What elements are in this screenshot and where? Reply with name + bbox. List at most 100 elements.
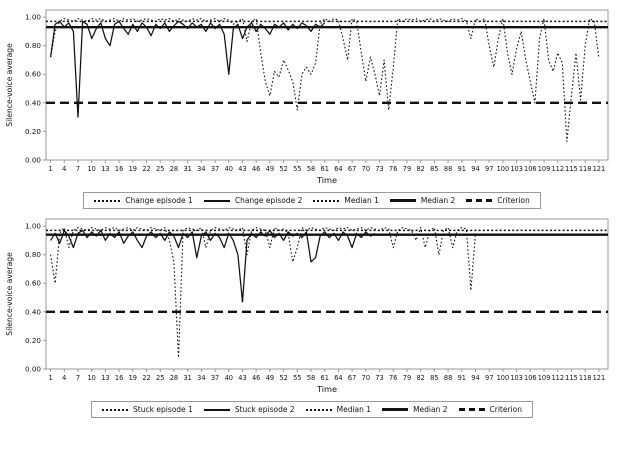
x-tick-label: 91 xyxy=(458,374,466,382)
x-tick-label: 100 xyxy=(497,374,510,382)
x-tick-label: 13 xyxy=(101,374,109,382)
x-tick-label: 82 xyxy=(416,374,424,382)
x-tick-label: 40 xyxy=(225,165,233,173)
y-tick-label: 0.20 xyxy=(25,127,41,136)
legend-item: Criterion xyxy=(466,196,530,205)
x-tick-label: 22 xyxy=(142,165,150,173)
legend-item: Change episode 1 xyxy=(94,196,193,205)
x-tick-label: 103 xyxy=(510,374,523,382)
x-tick-label: 73 xyxy=(375,374,383,382)
x-tick-label: 55 xyxy=(293,374,301,382)
x-tick-label: 31 xyxy=(183,374,191,382)
x-tick-label: 43 xyxy=(238,374,246,382)
criterion-line-sample xyxy=(466,199,493,202)
x-tick-label: 85 xyxy=(430,165,438,173)
x-tick-label: 88 xyxy=(444,165,452,173)
x-tick-label: 19 xyxy=(129,165,137,173)
x-tick-label: 46 xyxy=(252,165,260,173)
x-tick-label: 28 xyxy=(170,374,178,382)
y-tick-label: 1.00 xyxy=(25,13,41,22)
x-tick-label: 79 xyxy=(403,165,411,173)
x-tick-label: 73 xyxy=(375,165,383,173)
x-tick-label: 1 xyxy=(48,165,52,173)
legend-item: Change episode 2 xyxy=(203,196,303,205)
y-axis-title: Silence-voice average xyxy=(5,252,14,336)
x-tick-label: 64 xyxy=(334,165,342,173)
x-tick-label: 34 xyxy=(197,165,205,173)
legend-item: Stuck episode 2 xyxy=(203,405,295,414)
x-tick-label: 76 xyxy=(389,165,397,173)
legend-label: Criterion xyxy=(489,405,522,414)
stuck-legend-row: Stuck episode 1 Stuck episode 2 Median 1 Me… xyxy=(2,401,622,418)
x-tick-label: 40 xyxy=(225,374,233,382)
x-tick-label: 121 xyxy=(593,165,606,173)
x-tick-label: 7 xyxy=(76,374,80,382)
x-tick-label: 106 xyxy=(524,374,537,382)
change-chart-panel: 0.00 0.20 0.40 0.60 0.80 1.00 1 4 7 10 13 16 19 22 25 2… xyxy=(2,2,622,209)
x-tick-label: 25 xyxy=(156,374,164,382)
x-tick-label: 91 xyxy=(458,165,466,173)
x-tick-label: 70 xyxy=(362,374,370,382)
stuck-episode-2-line-sample xyxy=(203,408,230,411)
change-episode-2-series xyxy=(49,20,326,118)
legend-label: Median 2 xyxy=(413,405,448,414)
x-tick-label: 58 xyxy=(307,165,315,173)
x-tick-label: 115 xyxy=(565,374,578,382)
plot-frame xyxy=(45,218,609,370)
x-tick-label: 61 xyxy=(321,165,329,173)
x-tick-label: 82 xyxy=(416,165,424,173)
x-tick-label: 37 xyxy=(211,374,219,382)
x-tick-label: 13 xyxy=(101,165,109,173)
legend-label: Change episode 2 xyxy=(234,196,303,205)
x-axis-title: Time xyxy=(316,384,337,394)
y-tick-label: 0.20 xyxy=(25,336,41,345)
legend-label: Stuck episode 1 xyxy=(133,405,193,414)
y-tick-label: 1.00 xyxy=(25,222,41,231)
change-chart: 0.00 0.20 0.40 0.60 0.80 1.00 1 4 7 10 13 16 19 22 25 2… xyxy=(2,2,622,192)
x-tick-label: 106 xyxy=(524,165,537,173)
criterion-line-sample xyxy=(458,408,485,411)
x-axis-title: Time xyxy=(316,175,337,185)
x-tick-label: 118 xyxy=(579,165,592,173)
x-tick-label: 118 xyxy=(579,374,592,382)
x-tick-label: 112 xyxy=(551,374,564,382)
x-tick-label: 103 xyxy=(510,165,523,173)
y-tick-label: 0.80 xyxy=(25,250,41,259)
legend-label: Stuck episode 2 xyxy=(234,405,295,414)
legend-item: Median 2 xyxy=(382,405,448,414)
x-tick-label: 46 xyxy=(252,374,260,382)
x-tick-label: 109 xyxy=(538,374,551,382)
x-tick-label: 70 xyxy=(362,165,370,173)
change-legend: Change episode 1 Change episode 2 Median 1… xyxy=(83,192,541,209)
x-tick-label: 64 xyxy=(334,374,342,382)
x-tick-label: 22 xyxy=(142,374,150,382)
x-tick-label: 115 xyxy=(565,165,578,173)
y-tick-label: 0.40 xyxy=(25,307,41,316)
legend-item: Median 1 xyxy=(305,405,371,414)
change-legend-row: Change episode 1 Change episode 2 Median 1… xyxy=(2,192,622,209)
y-tick-label: 0.00 xyxy=(25,364,41,373)
y-axis-title: Silence-voice average xyxy=(5,43,14,127)
x-tick-label: 28 xyxy=(170,165,178,173)
x-tick-label: 49 xyxy=(266,165,274,173)
legend-label: Median 1 xyxy=(344,196,379,205)
y-tick-label: 0.40 xyxy=(25,98,41,107)
legend-item: Median 1 xyxy=(313,196,379,205)
x-tick-label: 4 xyxy=(62,165,66,173)
x-tick-label: 112 xyxy=(551,165,564,173)
median-2-line-sample xyxy=(382,408,409,411)
x-tick-label: 16 xyxy=(115,374,123,382)
x-tick-label: 37 xyxy=(211,165,219,173)
x-tick-label: 55 xyxy=(293,165,301,173)
x-tick-label: 94 xyxy=(471,374,479,382)
legend-label: Criterion xyxy=(497,196,530,205)
y-tick-label: 0.60 xyxy=(25,279,41,288)
x-tick-label: 88 xyxy=(444,374,452,382)
x-tick-label: 52 xyxy=(279,374,287,382)
x-tick-label: 121 xyxy=(593,374,606,382)
legend-item: Criterion xyxy=(458,405,522,414)
y-tick-label: 0.00 xyxy=(25,155,41,164)
median-1-line-sample xyxy=(305,408,332,411)
median-1-line-sample xyxy=(313,199,340,202)
plot-frame xyxy=(45,9,609,161)
